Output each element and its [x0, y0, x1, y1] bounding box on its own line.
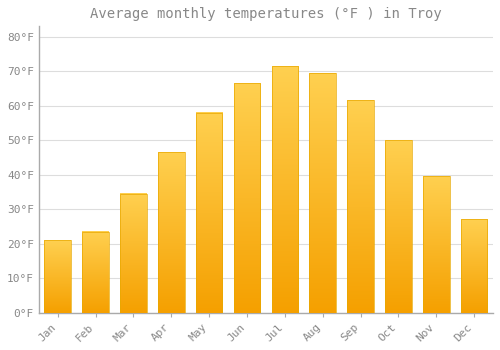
Bar: [423, 176, 450, 313]
Bar: [82, 232, 109, 313]
Bar: [461, 219, 487, 313]
Bar: [234, 83, 260, 313]
Bar: [272, 66, 298, 313]
Title: Average monthly temperatures (°F ) in Troy: Average monthly temperatures (°F ) in Tr…: [90, 7, 442, 21]
Bar: [158, 152, 184, 313]
Bar: [196, 113, 222, 313]
Bar: [385, 140, 411, 313]
Bar: [44, 240, 71, 313]
Bar: [310, 73, 336, 313]
Bar: [348, 100, 374, 313]
Bar: [120, 194, 146, 313]
